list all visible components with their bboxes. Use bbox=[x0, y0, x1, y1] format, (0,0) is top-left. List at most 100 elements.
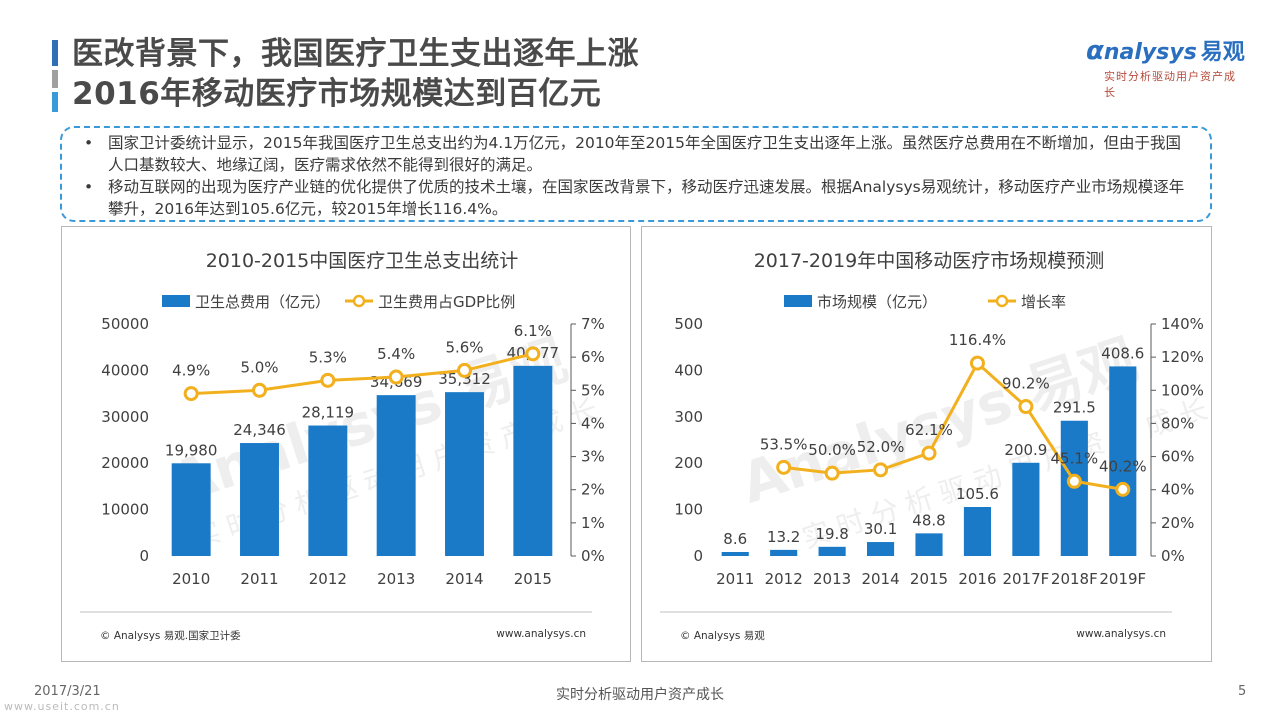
bar-data-label: 19,980 bbox=[165, 441, 218, 459]
line-data-label: 5.4% bbox=[377, 345, 415, 363]
bullet-dot-icon: • bbox=[84, 134, 94, 152]
bar-data-label: 48.8 bbox=[912, 511, 945, 529]
y-right-tick-label: 1% bbox=[581, 514, 605, 532]
y-left-tick-label: 40000 bbox=[101, 361, 149, 379]
bar bbox=[770, 549, 798, 556]
x-tick-label: 2011 bbox=[716, 570, 754, 588]
bar-data-label: 291.5 bbox=[1053, 399, 1096, 417]
line-data-label: 5.0% bbox=[240, 358, 278, 376]
logo-slogan: 实时分析驱动用户资产成长 bbox=[1104, 70, 1236, 99]
y-left-tick-label: 50000 bbox=[101, 315, 149, 333]
line-data-label: 52.0% bbox=[857, 438, 905, 456]
analysys-logo: αnalysys 易观 实时分析驱动用户资产成长 bbox=[1086, 38, 1246, 99]
x-tick-label: 2019F bbox=[1099, 570, 1146, 588]
bar-data-label: 8.6 bbox=[723, 530, 747, 548]
line-marker bbox=[183, 386, 199, 402]
website-text: www.analysys.cn bbox=[1076, 628, 1166, 640]
line-marker bbox=[1066, 473, 1082, 489]
y-right-tick-label: 0% bbox=[581, 547, 605, 565]
line-data-label: 45.1% bbox=[1051, 449, 1099, 467]
chart-title: 2010-2015中国医疗卫生总支出统计 bbox=[206, 250, 519, 272]
summary-bullet: • 移动互联网的出现为医疗产业链的优化提供了优质的技术土壤，在国家医改背景下，移… bbox=[82, 176, 1194, 220]
bar-data-label: 30.1 bbox=[864, 520, 897, 538]
footer-site-watermark: www.useit.com.cn bbox=[4, 700, 120, 713]
y-left-tick-label: 30000 bbox=[101, 408, 149, 426]
x-tick-label: 2011 bbox=[240, 570, 278, 588]
x-tick-label: 2015 bbox=[514, 570, 552, 588]
growth-line bbox=[191, 352, 534, 396]
y-left-tick-label: 0 bbox=[693, 547, 703, 565]
y-right-tick-label: 20% bbox=[1161, 514, 1194, 532]
line-marker bbox=[388, 369, 404, 385]
y-left-tick-label: 500 bbox=[674, 315, 703, 333]
legend-line-label: 增长率 bbox=[1021, 293, 1066, 311]
line-marker bbox=[252, 382, 267, 398]
title-accent-bar bbox=[52, 40, 58, 112]
bar bbox=[376, 395, 416, 556]
summary-bullet: • 国家卫计委统计显示，2015年我国医疗卫生总支出约为4.1万亿元，2010年… bbox=[82, 132, 1194, 176]
line-marker bbox=[776, 459, 792, 475]
x-tick-label: 2017F bbox=[1002, 570, 1049, 588]
y-left-tick-label: 0 bbox=[139, 547, 149, 565]
y-right-tick-label: 2% bbox=[581, 481, 605, 499]
bar-data-label: 13.2 bbox=[767, 528, 800, 546]
line-data-label: 62.1% bbox=[905, 421, 953, 439]
y-right-tick-label: 3% bbox=[581, 448, 605, 466]
line-data-label: 90.2% bbox=[1002, 375, 1050, 393]
line-marker bbox=[921, 445, 937, 461]
bar-data-label: 105.6 bbox=[956, 485, 999, 503]
legend-bar-label: 市场规模（亿元） bbox=[817, 293, 937, 311]
x-tick-label: 2014 bbox=[861, 570, 899, 588]
bar-data-label: 408.6 bbox=[1101, 344, 1144, 362]
y-right-tick-label: 80% bbox=[1161, 414, 1194, 432]
bar bbox=[1012, 462, 1040, 556]
x-tick-label: 2014 bbox=[445, 570, 483, 588]
y-left-tick-label: 10000 bbox=[101, 501, 149, 519]
bar bbox=[963, 507, 992, 556]
x-tick-label: 2010 bbox=[172, 570, 210, 588]
line-marker bbox=[525, 346, 541, 362]
line-data-label: 4.9% bbox=[172, 362, 210, 380]
y-right-tick-label: 7% bbox=[581, 315, 605, 333]
legend-bar-swatch bbox=[784, 295, 812, 307]
bar bbox=[721, 552, 749, 556]
bar-data-label: 28,119 bbox=[302, 404, 355, 422]
y-right-tick-label: 40% bbox=[1161, 481, 1194, 499]
x-tick-label: 2018F bbox=[1051, 570, 1098, 588]
line-marker bbox=[824, 465, 840, 481]
x-tick-label: 2012 bbox=[309, 570, 347, 588]
y-left-tick-label: 200 bbox=[674, 454, 703, 472]
y-right-tick-label: 120% bbox=[1161, 348, 1204, 366]
legend-bar-swatch bbox=[162, 295, 190, 307]
bar bbox=[308, 425, 348, 556]
summary-bullet-text: 移动互联网的出现为医疗产业链的优化提供了优质的技术土壤，在国家医改背景下，移动医… bbox=[108, 178, 1185, 218]
legend-line-label: 卫生费用占GDP比例 bbox=[378, 293, 515, 311]
y-right-tick-label: 6% bbox=[581, 348, 605, 366]
line-data-label: 50.0% bbox=[808, 441, 856, 459]
y-right-tick-label: 100% bbox=[1161, 381, 1204, 399]
line-marker bbox=[320, 372, 336, 388]
bar-data-label: 24,346 bbox=[233, 421, 286, 439]
logo-brand-cn: 易观 bbox=[1200, 40, 1245, 65]
line-data-label: 6.1% bbox=[514, 322, 552, 340]
line-data-label: 40.2% bbox=[1099, 457, 1147, 475]
x-tick-label: 2013 bbox=[813, 570, 851, 588]
line-data-label: 5.3% bbox=[309, 348, 347, 366]
bar bbox=[445, 392, 484, 556]
footer-date: 2017/3/21 bbox=[34, 684, 101, 699]
growth-line bbox=[783, 360, 1124, 491]
line-data-label: 5.6% bbox=[445, 338, 483, 356]
bar bbox=[1109, 366, 1137, 556]
bar-data-label: 35,312 bbox=[438, 370, 491, 388]
bar bbox=[240, 443, 279, 556]
y-right-tick-label: 140% bbox=[1161, 315, 1204, 333]
y-left-tick-label: 400 bbox=[674, 361, 703, 379]
page-number: 5 bbox=[1238, 684, 1247, 699]
chart-panel-mobile-health-market: Analysys 易观 实时分析驱动用户资产成长 2017-2019年中国移动医… bbox=[641, 226, 1219, 662]
summary-bullet-text: 国家卫计委统计显示，2015年我国医疗卫生总支出约为4.1万亿元，2010年至2… bbox=[108, 134, 1181, 174]
y-left-tick-label: 20000 bbox=[101, 454, 149, 472]
page-title: 医改背景下，我国医疗卫生支出逐年上涨 2016年移动医疗市场规模达到百亿元 bbox=[72, 34, 639, 114]
y-right-tick-label: 4% bbox=[581, 414, 605, 432]
chart-panel-health-expenditure: Analysys 易观 实时分析驱动用户资产成长 2010-2015中国医疗卫生… bbox=[61, 226, 631, 662]
